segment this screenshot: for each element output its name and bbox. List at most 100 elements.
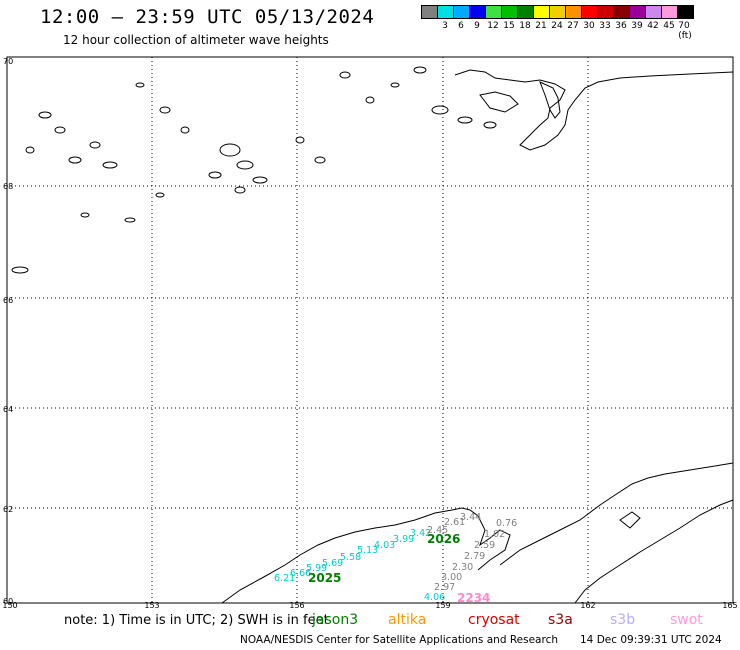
swh-value: 3.00 — [441, 572, 462, 583]
longitude-label: 150 — [2, 601, 18, 610]
southern-coastline — [221, 462, 734, 604]
satellite-legend-item: jason3 — [312, 612, 359, 628]
coast-inlet — [539, 81, 561, 119]
satellite-legend-item: swot — [670, 612, 703, 628]
swh-value: 2.79 — [464, 551, 485, 562]
longitude-label: 159 — [435, 601, 451, 610]
graticule — [7, 57, 733, 603]
satellite-legend-item: altika — [388, 612, 427, 628]
pass-id-label: 2025 — [308, 571, 341, 585]
swh-value: 3.42 — [410, 528, 431, 539]
swh-value: 6.21 — [274, 573, 295, 584]
lake — [54, 126, 66, 134]
legend-label: 39 — [631, 21, 643, 31]
legend-label: 6 — [458, 21, 464, 31]
lake — [483, 121, 497, 129]
coast-east — [574, 499, 734, 604]
lake — [236, 160, 254, 170]
pass-id-label: 2234 — [457, 591, 490, 605]
island — [619, 511, 641, 529]
lake — [457, 116, 473, 124]
swh-value: 3.99 — [393, 534, 414, 545]
lake — [25, 146, 35, 154]
longitude-label: 156 — [289, 601, 305, 610]
lake — [252, 176, 268, 184]
swh-value: 4.06 — [424, 592, 445, 603]
legend-swatch — [677, 5, 694, 19]
lake — [234, 186, 246, 194]
lake — [102, 161, 118, 169]
coast-kenai — [221, 507, 511, 604]
note-text: note: 1) Time is in UTC; 2) SWH is in fe… — [64, 613, 329, 628]
page-subtitle: 12 hour collection of altimeter wave hei… — [63, 33, 329, 47]
swh-value: 2.59 — [474, 540, 495, 551]
lake — [208, 171, 222, 179]
swh-value: 2.61 — [444, 517, 465, 528]
lake — [135, 82, 145, 88]
lake — [180, 126, 190, 134]
satellite-legend-item: s3a — [548, 612, 573, 628]
latitude-label: 60 — [3, 597, 14, 606]
lake — [219, 143, 241, 157]
lake — [365, 96, 375, 104]
legend-label: 9 — [474, 21, 480, 31]
legend-label: 15 — [503, 21, 515, 31]
swh-value: 2.45 — [427, 525, 448, 536]
swh-value: 5.58 — [340, 552, 361, 563]
lake — [413, 66, 427, 74]
legend-label: 45 — [663, 21, 675, 31]
legend-label: 18 — [519, 21, 531, 31]
latitude-label: 68 — [3, 182, 14, 191]
lakes — [11, 66, 497, 274]
satellite-legend-item: cryosat — [468, 612, 520, 628]
legend-label: 27 — [567, 21, 579, 31]
legend-label: 3 — [442, 21, 448, 31]
swh-value: 2.97 — [434, 582, 455, 593]
page-title: 12:00 – 23:59 UTC 05/13/2024 — [40, 6, 375, 28]
footer-source: NOAA/NESDIS Center for Satellite Applica… — [240, 634, 558, 646]
latitude-label: 64 — [3, 405, 14, 414]
coast-line — [454, 69, 734, 151]
legend-label: 30 — [583, 21, 595, 31]
coast-alaska-peninsula — [499, 462, 734, 566]
swh-value: 4.03 — [374, 540, 395, 551]
legend-label: 70 (ft) — [678, 21, 692, 41]
lake — [431, 105, 449, 115]
legend-label: 36 — [615, 21, 627, 31]
lake — [38, 111, 52, 119]
legend-label: 24 — [551, 21, 563, 31]
lake — [89, 141, 101, 149]
legend-label: 42 — [647, 21, 659, 31]
swh-pass-labels: 6.216.665.995.695.585.134.033.993.42 2025… — [274, 512, 517, 605]
lake — [124, 217, 136, 223]
swh-value: 5.13 — [357, 545, 378, 556]
coast-peninsula — [479, 91, 519, 113]
latitude-label: 70 — [3, 57, 14, 66]
lake — [80, 212, 90, 218]
pass-id-label: 2026 — [427, 532, 460, 546]
lake — [314, 156, 326, 164]
swh-value: 5.99 — [306, 563, 327, 574]
swh-value: 2.30 — [452, 562, 473, 573]
lake — [295, 136, 305, 144]
lake — [339, 71, 351, 79]
footer-timestamp: 14 Dec 09:39:31 UTC 2024 — [580, 634, 722, 646]
satellite-legend-item: s3b — [610, 612, 636, 628]
legend-label: 12 — [487, 21, 499, 31]
lake — [155, 192, 165, 198]
latitude-label: 66 — [3, 296, 14, 305]
swh-value: 3.44 — [460, 512, 481, 523]
wave-height-legend: 3 6 9 12 15 18 21 24 27 30 33 36 39 42 45 70 (ft) — [421, 5, 694, 41]
legend-swatches — [421, 5, 694, 19]
legend-labels: 3 6 9 12 15 18 21 24 27 30 33 36 39 42 45 70 (ft) — [421, 19, 693, 41]
swh-value: 6.66 — [290, 568, 311, 579]
northern-coastline — [454, 69, 734, 151]
swh-value: 5.69 — [322, 558, 343, 569]
legend-label: 33 — [599, 21, 611, 31]
lake — [68, 156, 82, 164]
lake — [390, 82, 400, 88]
legend-label: 21 — [535, 21, 547, 31]
swh-value: 1.02 — [484, 529, 505, 540]
swh-value: 0.76 — [496, 518, 517, 529]
